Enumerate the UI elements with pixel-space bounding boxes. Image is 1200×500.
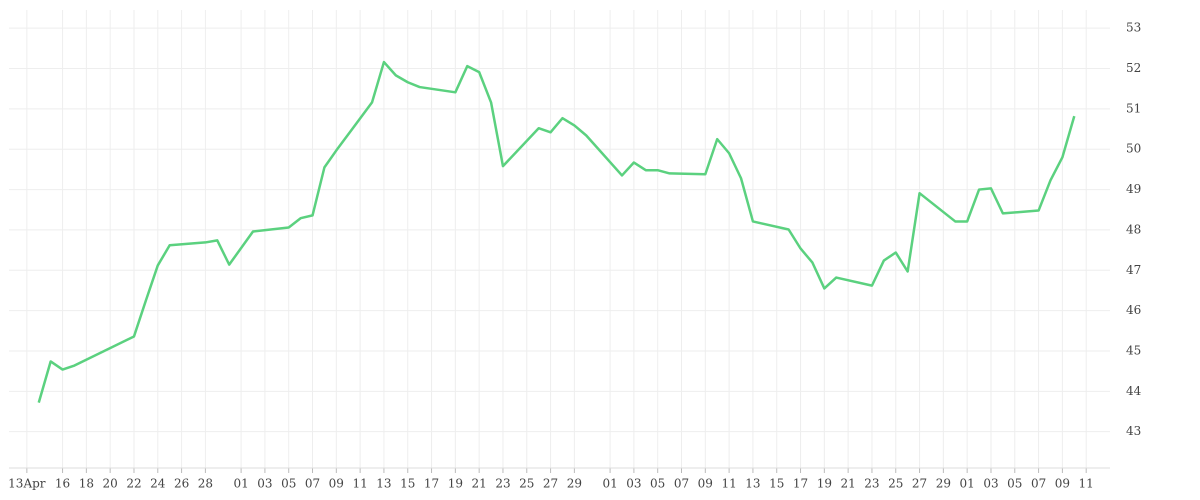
- x-tick-label: 03: [626, 477, 641, 491]
- x-tick-label: 27: [912, 477, 927, 491]
- y-tick-label: 47: [1126, 263, 1141, 277]
- x-tick-label: 15: [400, 477, 415, 491]
- x-tick-label: 07: [1031, 477, 1046, 491]
- x-tick-label: 16: [55, 477, 70, 491]
- x-tick-label: 11: [352, 477, 367, 491]
- y-tick-label: 52: [1126, 61, 1141, 75]
- x-tick-label: 29: [567, 477, 582, 491]
- x-tick-label: 15: [769, 477, 784, 491]
- y-tick-label: 46: [1126, 303, 1141, 317]
- x-tick-label: 19: [448, 477, 463, 491]
- x-tick-label: 03: [257, 477, 272, 491]
- x-tick-label: 20: [103, 477, 118, 491]
- x-tick-label: 09: [1055, 477, 1070, 491]
- x-tick-label: 05: [1007, 477, 1022, 491]
- x-tick-label: 01: [233, 477, 248, 491]
- x-tick-label: 22: [126, 477, 141, 491]
- x-tick-label: 05: [650, 477, 665, 491]
- x-tick-label: 17: [793, 477, 808, 491]
- x-tick-label: 25: [888, 477, 903, 491]
- x-tick-label: 01: [960, 477, 975, 491]
- x-tick-label: 29: [936, 477, 951, 491]
- x-tick-label: 19: [817, 477, 832, 491]
- x-tick-label: 13: [745, 477, 760, 491]
- x-tick-label: 17: [424, 477, 439, 491]
- price-line: [37, 60, 1076, 403]
- x-tick-label: 23: [495, 477, 510, 491]
- x-tick-label: 13Apr: [8, 477, 46, 491]
- y-tick-label: 51: [1126, 101, 1141, 115]
- x-tick-label: 28: [198, 477, 213, 491]
- y-tick-label: 44: [1126, 384, 1142, 398]
- x-tick-label: 11: [1079, 477, 1094, 491]
- y-tick-label: 53: [1126, 21, 1141, 35]
- x-tick-label: 24: [150, 477, 166, 491]
- x-tick-label: 07: [674, 477, 689, 491]
- x-tick-label: 07: [305, 477, 320, 491]
- y-tick-label: 45: [1126, 343, 1141, 357]
- x-tick-label: 05: [281, 477, 296, 491]
- x-tick-label: 21: [840, 477, 855, 491]
- x-tick-label: 13: [376, 477, 391, 491]
- y-tick-label: 49: [1126, 182, 1141, 196]
- x-tick-label: 11: [721, 477, 736, 491]
- y-tick-label: 50: [1126, 142, 1141, 156]
- x-tick-label: 01: [602, 477, 617, 491]
- x-tick-label: 21: [472, 477, 487, 491]
- x-tick-label: 26: [174, 477, 189, 491]
- y-tick-label: 48: [1126, 222, 1141, 236]
- x-tick-label: 09: [698, 477, 713, 491]
- y-tick-label: 43: [1126, 424, 1141, 438]
- x-tick-label: 09: [329, 477, 344, 491]
- x-tick-label: 23: [864, 477, 879, 491]
- x-tick-label: 18: [79, 477, 94, 491]
- x-tick-label: 27: [543, 477, 558, 491]
- x-tick-label: 25: [519, 477, 534, 491]
- x-tick-label: 03: [983, 477, 998, 491]
